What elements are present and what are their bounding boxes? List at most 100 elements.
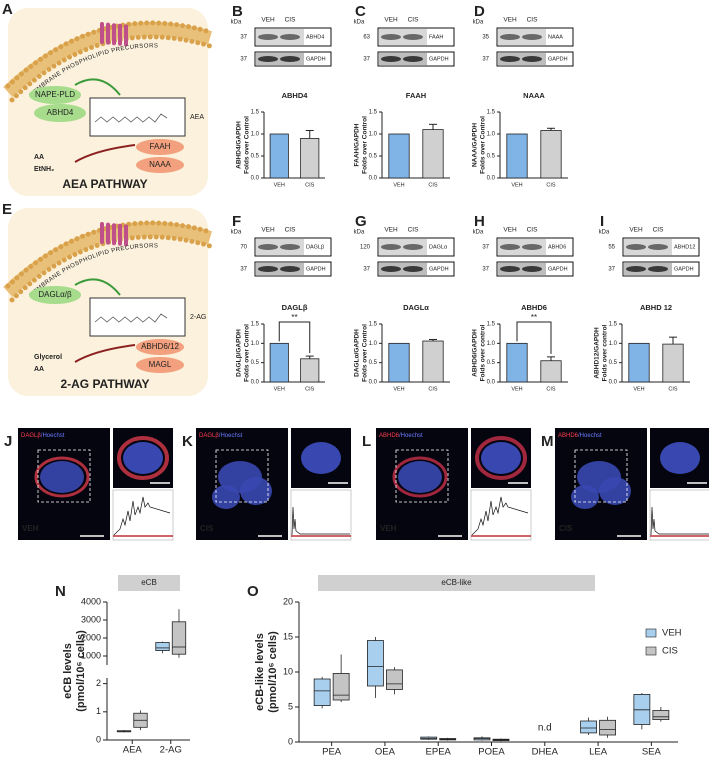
stain-label: ABHD6 [558,433,579,439]
enzyme-label: ABHD4 [47,108,74,117]
y-axis-label: eCB levels [62,643,74,699]
molecule [94,313,168,323]
x-tick-label: CIS [428,386,438,392]
x-tick-label: POEA [478,747,505,758]
receptor-helix [124,24,128,47]
metabolite-label: EtNH₂ [34,166,54,173]
protein-label: GAPDH [306,56,326,62]
y-tick-label: 1.5 [369,322,378,328]
blot-band [258,56,278,62]
mw-label: 37 [240,57,247,63]
chart-title: NAAA [523,91,545,100]
zoom-nucleus [660,442,700,474]
blot-band [522,56,542,62]
bar [540,130,562,179]
blot-band [381,56,401,62]
box [171,621,187,655]
y-tick-label: 0.0 [487,380,496,386]
enzyme-label: ABHD6/12 [141,342,179,351]
x-tick-label: VEH [274,386,285,392]
kda-label: kDa [354,230,365,236]
condition-label: VEH [22,524,39,533]
x-tick-label: CIS [546,182,556,188]
significance-label: ** [531,313,537,322]
histogram-trace [471,496,529,536]
mw-label: 37 [240,35,247,41]
y-axis-label: FAAH/GAPDH [354,123,361,166]
degradation-arrow [74,344,136,363]
y-tick-label: 5 [288,701,293,711]
chart-title: ABHD 12 [640,303,672,312]
mw-label: 37 [363,267,370,273]
y-tick-label: 10 [283,666,293,676]
stain-label: DAGLβ [199,433,219,439]
histogram [649,489,709,541]
mw-label: 120 [360,245,371,251]
protein-label: DAGLα [429,244,448,250]
x-tick-label: EPEA [426,747,452,758]
y-tick-label: 20 [283,596,293,606]
blot-band [648,244,668,250]
receptor-helix [118,223,122,246]
blot-band [500,56,520,62]
lane-label: VEH [384,227,398,234]
panel-letter: M [541,433,554,450]
y-tick-label: 0.5 [487,154,496,160]
mw-label: 37 [608,267,615,273]
enzyme-label: NAAA [149,160,171,169]
blot-band [381,266,401,272]
header-label: eCB [141,578,157,587]
arrow [74,278,121,296]
nucleus [571,485,599,509]
nucleus [212,485,240,509]
y-tick-label: 0.0 [251,380,260,386]
x-tick-label: CIS [428,182,438,188]
y-tick-label: 0.0 [251,176,260,182]
y-axis-label: ABHD6/GAPDH [472,329,479,377]
protein-label: ABHD6 [548,244,566,250]
membrane [3,22,213,98]
stain-label: DAGLβ/Hoechst [21,433,65,439]
x-tick-label: AEA [123,745,143,756]
panel-letter: D [474,3,485,20]
significance-bracket [516,321,552,354]
x-tick-label: LEA [589,747,608,758]
membrane-heads [9,234,213,303]
box [155,642,170,652]
blot-band [648,266,668,272]
chart-title: ABHD4 [282,91,309,100]
legend-label: CIS [662,646,678,657]
x-tick-label: VEH [633,386,644,392]
protein-label: FAAH [429,34,443,40]
x-tick-label: CIS [305,386,315,392]
stain [392,456,448,498]
zoom-stain [475,436,527,480]
molecule [94,113,168,123]
enzyme-label: DAGLα/β [38,290,72,299]
y-axis-unit: (pmol/10⁶ cells) [267,631,279,713]
y-axis-label: Folds over Control [362,324,369,382]
enzyme-oval [136,357,184,373]
y-axis-label: Folds over control [602,324,609,381]
y-axis-label: Folds over Control [480,116,487,174]
box [386,669,403,690]
enzyme-oval [136,157,184,173]
y-tick-label: 0.5 [251,360,260,366]
receptor-helix [112,223,116,246]
y-tick-label: 3000 [81,614,101,624]
box [313,678,331,707]
condition-label: CIS [200,524,214,533]
bar [388,133,410,179]
bar [300,137,320,179]
x-tick-label: VEH [274,182,285,188]
pathway-title: AEA PATHWAY [62,177,147,191]
y-tick-label: 0.0 [487,176,496,182]
bar [628,342,650,383]
zoom-stain [117,436,169,480]
blot-band [403,34,423,40]
stain-label: DAGLβ/Hoechst [199,433,243,439]
enzyme-oval [29,286,81,304]
bar [540,360,562,383]
metabolite-label: Glycerol [34,354,62,361]
y-tick-label: 1.5 [251,110,260,116]
